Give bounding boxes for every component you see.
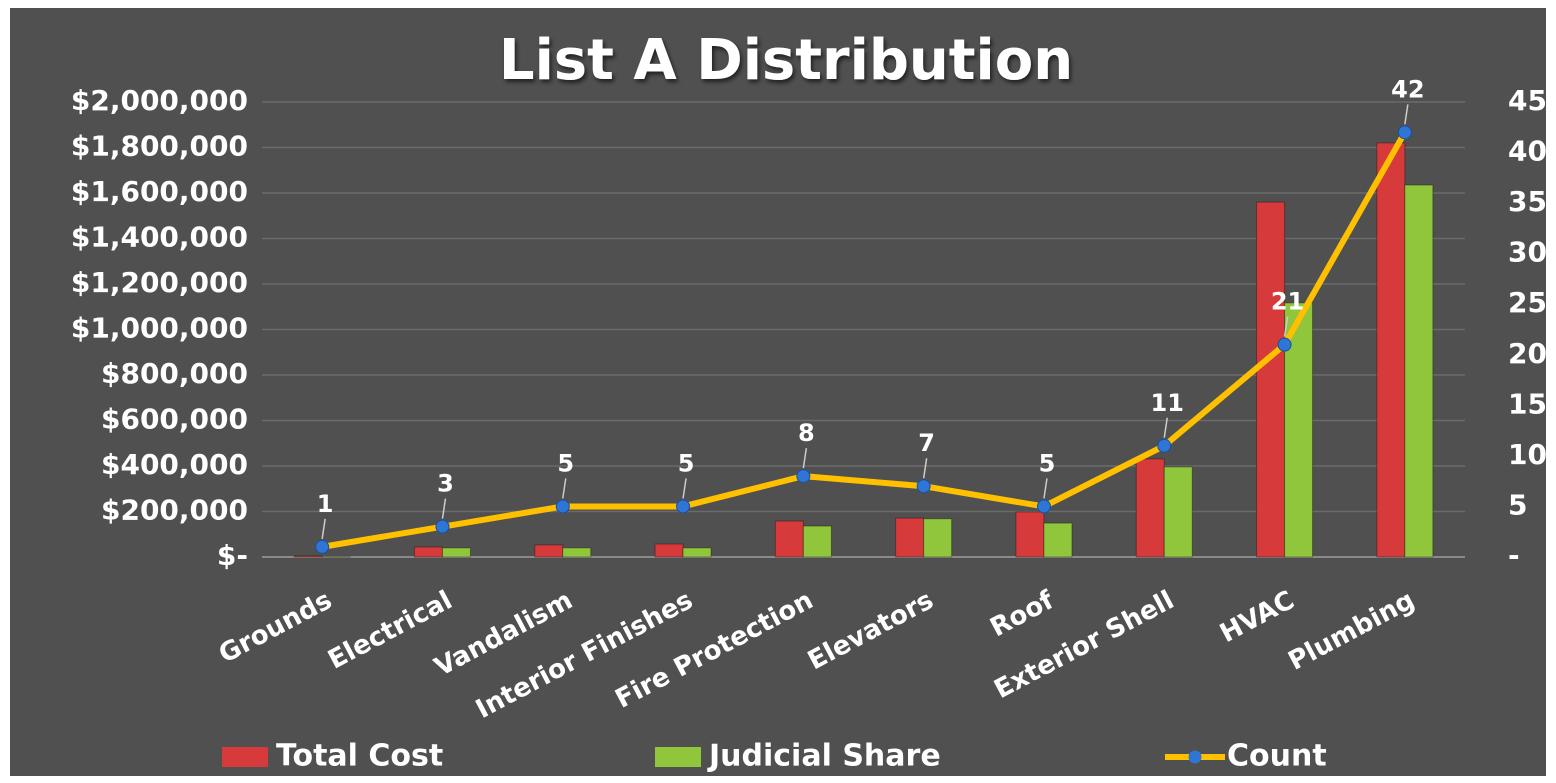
line-marker [916, 479, 931, 494]
leader-line [1043, 478, 1048, 499]
data-label: 5 [678, 449, 695, 477]
bar [654, 543, 684, 558]
data-label: 42 [1391, 75, 1424, 103]
bar [774, 520, 804, 558]
line [321, 130, 1408, 550]
y2-tick-label: 5 [1508, 488, 1527, 521]
y2-tick-label: 40 [1508, 135, 1547, 168]
bar [413, 546, 443, 558]
leader-line [1163, 417, 1168, 438]
y-tick-label: $1,800,000 [71, 130, 248, 163]
chart-title: List A Distribution [499, 28, 1073, 93]
legend-label: Total Cost [276, 739, 443, 774]
bar [802, 525, 832, 558]
bar [1404, 184, 1434, 558]
y2-tick-label: 10 [1508, 438, 1547, 471]
bar [534, 544, 564, 558]
line-marker [1157, 438, 1172, 453]
legend-marker [1188, 750, 1202, 764]
y-tick-label: $200,000 [101, 494, 248, 527]
bar [293, 555, 323, 558]
leader-line [441, 498, 447, 519]
bar [1015, 511, 1045, 558]
legend-label: Judicial Share [707, 739, 941, 774]
line-marker [315, 539, 330, 554]
y-tick-label: $1,400,000 [71, 221, 248, 254]
bar [1043, 522, 1073, 558]
leader-line [682, 478, 687, 499]
data-label: 21 [1271, 288, 1304, 316]
line-marker [555, 499, 570, 514]
legend-swatch [222, 747, 268, 767]
line-marker [676, 499, 691, 514]
bar [1135, 458, 1165, 558]
y2-tick-label: 30 [1508, 236, 1547, 269]
y2-tick-label: 25 [1508, 286, 1547, 319]
data-label: 5 [557, 449, 574, 477]
leader-line [321, 518, 326, 540]
y2-tick-label: - [1508, 539, 1520, 572]
bar [1256, 201, 1286, 558]
line-marker [1277, 337, 1292, 352]
leader-line [1283, 316, 1289, 337]
data-label: 3 [437, 470, 454, 498]
bar [682, 547, 712, 558]
bar [1376, 142, 1406, 558]
line-marker [435, 519, 450, 534]
y-tick-label: $600,000 [101, 403, 248, 436]
bar [895, 517, 925, 558]
data-label: 5 [1039, 449, 1056, 477]
leader-line [922, 458, 928, 479]
leader-line [1404, 104, 1409, 125]
legend-label: Count [1227, 739, 1327, 774]
legend-swatch [655, 747, 701, 767]
y2-tick-label: 45 [1508, 84, 1547, 117]
bar [562, 547, 592, 558]
data-label: 11 [1151, 389, 1184, 417]
y-tick-label: $1,200,000 [71, 266, 248, 299]
data-label: 8 [798, 419, 815, 447]
data-label: 1 [317, 490, 334, 518]
line-marker [1036, 499, 1051, 514]
y-tick-label: $400,000 [101, 448, 248, 481]
leader-line [802, 447, 808, 469]
y-tick-label: $1,600,000 [71, 175, 248, 208]
bar [923, 518, 953, 558]
bar [1163, 466, 1193, 558]
line-marker [796, 469, 811, 484]
line-marker [1397, 125, 1412, 140]
y2-tick-label: 20 [1508, 337, 1547, 370]
y-tick-label: $2,000,000 [71, 84, 248, 117]
leader-line [562, 478, 567, 499]
data-label: 7 [918, 429, 935, 457]
y2-tick-label: 15 [1508, 387, 1547, 420]
y-tick-label: $- [217, 539, 248, 572]
bar [441, 547, 471, 558]
y-tick-label: $1,000,000 [71, 312, 248, 345]
y2-tick-label: 35 [1508, 185, 1547, 218]
y-tick-label: $800,000 [101, 357, 248, 390]
